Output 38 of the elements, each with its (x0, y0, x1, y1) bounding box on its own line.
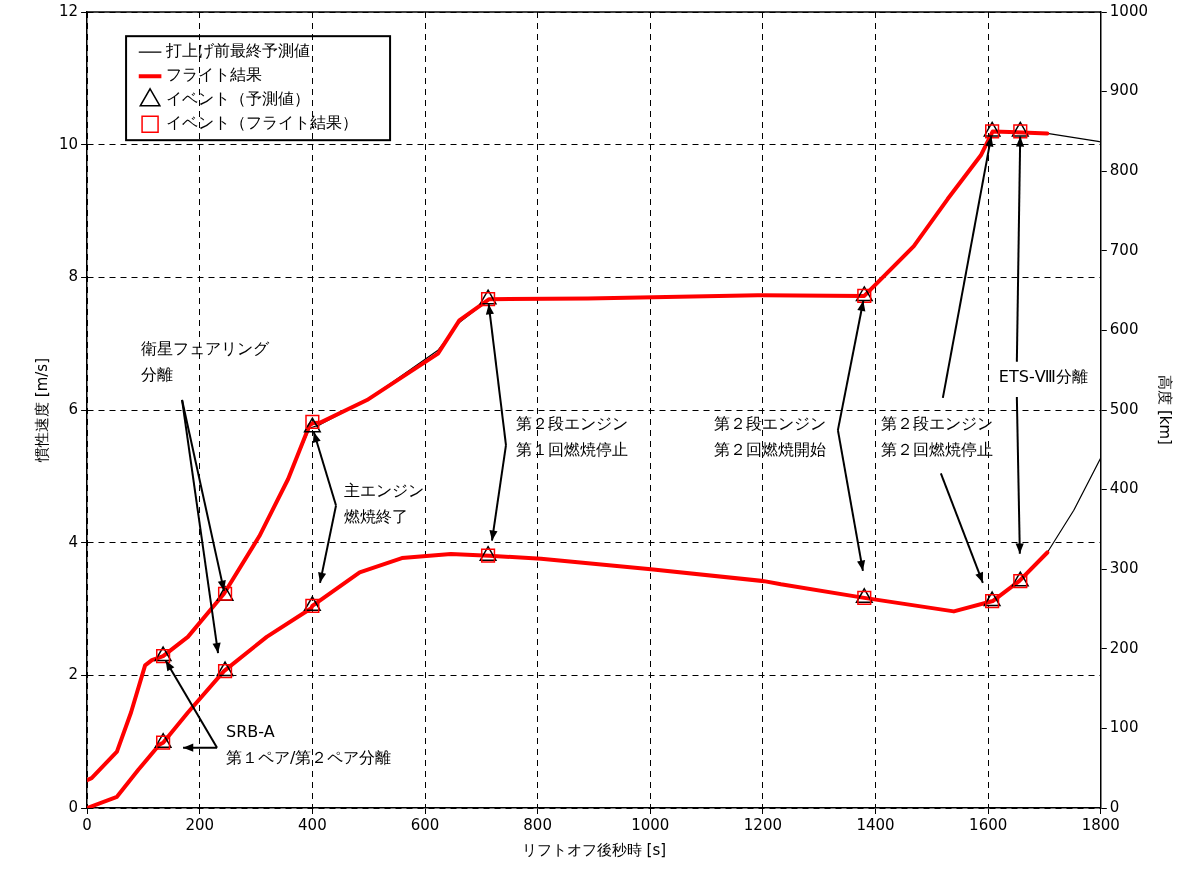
y2-tick-label: 700 (1109, 240, 1139, 259)
y-tick-label: 6 (68, 399, 79, 418)
y2-tick-label: 0 (1109, 797, 1120, 816)
y2-tick-label: 100 (1109, 718, 1139, 737)
y2-tick-label: 500 (1109, 399, 1139, 418)
y-tick-label: 0 (68, 797, 79, 816)
y2-axis-title: 高度 [km] (1156, 375, 1175, 445)
annotation: SRB-A 第１ペア/第２ペア分離 (226, 721, 392, 767)
x-tick-label: 1200 (743, 815, 783, 834)
y2-tick-label: 200 (1109, 638, 1139, 657)
x-tick-label: 200 (185, 815, 215, 834)
x-tick-label: 800 (523, 815, 552, 834)
y2-tick-label: 800 (1109, 161, 1139, 180)
y2-tick-label: 300 (1109, 559, 1139, 578)
legend-label: イベント（フライト結果） (166, 113, 359, 133)
y-axis-title: 慣性速度 [m/s] (32, 358, 51, 463)
legend-label: フライト結果 (166, 65, 263, 85)
x-axis-title: リフトオフ後秒時 [s] (521, 840, 667, 859)
y-tick-label: 4 (68, 532, 79, 551)
x-tick-label: 400 (298, 815, 327, 834)
y-tick-label: 8 (68, 267, 79, 286)
annotation: 第２段エンジン第２回燃焼開始 (713, 414, 826, 460)
y2-tick-label: 1000 (1109, 1, 1149, 20)
y-tick-label: 10 (58, 134, 79, 153)
y2-tick-label: 600 (1109, 320, 1139, 339)
annotation: ETS-Ⅷ分離 (998, 366, 1088, 386)
x-tick-label: 1000 (631, 815, 670, 834)
x-tick-label: 600 (410, 815, 440, 834)
y2-tick-label: 900 (1109, 81, 1139, 100)
x-tick-label: 0 (82, 815, 92, 834)
x-tick-label: 1800 (1081, 815, 1120, 834)
y-tick-label: 12 (58, 1, 79, 20)
y-tick-label: 2 (68, 665, 79, 684)
annotation: 主エンジン燃焼終了 (344, 480, 425, 526)
x-tick-label: 1600 (969, 815, 1008, 834)
y2-tick-label: 400 (1109, 479, 1139, 498)
x-tick-label: 1400 (856, 815, 895, 834)
legend-label: イベント（予測値） (166, 89, 311, 109)
